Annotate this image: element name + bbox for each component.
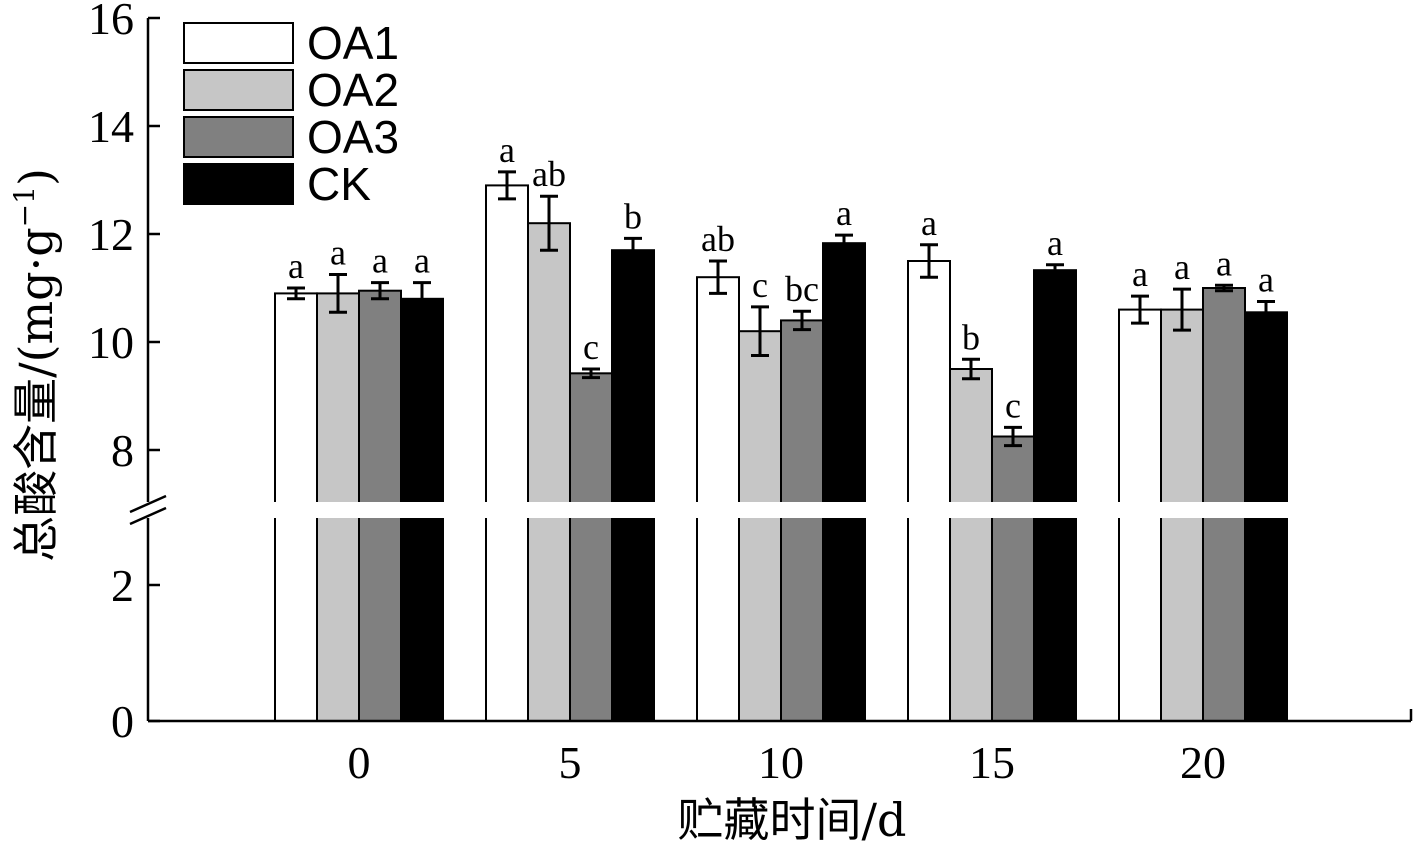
axis-break-gap — [144, 502, 1417, 518]
y-tick-label: 0 — [111, 696, 134, 747]
bar-ck-day-15 — [1033, 269, 1077, 722]
y-axis-title-main: 总酸含量/(mg·g — [9, 227, 63, 562]
significance-letter: a — [414, 241, 430, 281]
significance-letter: ab — [701, 219, 735, 259]
legend-swatch-oa2 — [183, 69, 294, 111]
significance-letter: a — [921, 203, 937, 243]
legend-label-oa1: OA1 — [307, 17, 399, 69]
significance-letter: a — [1132, 254, 1148, 294]
x-tick-label: 5 — [559, 737, 582, 788]
bar-ck-day-5 — [611, 249, 655, 722]
axis-break-mark — [129, 494, 167, 514]
axis-break-mark — [129, 506, 167, 526]
x-tick-label: 10 — [758, 737, 804, 788]
legend-label-oa3: OA3 — [307, 111, 399, 163]
significance-letter: ab — [532, 154, 566, 194]
legend-label-ck: CK — [307, 158, 371, 210]
bar-oa2-day-15 — [949, 368, 993, 722]
legend-swatch-oa3 — [183, 116, 294, 158]
y-axis-title-superscript: −1 — [8, 186, 41, 227]
y-tick-label: 14 — [88, 101, 134, 152]
significance-letter: c — [1005, 385, 1021, 425]
y-tick-label: 8 — [111, 425, 134, 476]
significance-letter: a — [288, 246, 304, 286]
x-tick-label: 15 — [969, 737, 1015, 788]
significance-letter: a — [1047, 223, 1063, 263]
bar-oa3-day-10 — [780, 319, 824, 722]
x-axis-title: 贮藏时间/d — [678, 793, 907, 847]
x-tick-label: 0 — [348, 737, 371, 788]
significance-letter: bc — [785, 269, 819, 309]
significance-letter: a — [1216, 243, 1232, 283]
legend-swatch-ck — [183, 163, 294, 205]
bar-oa3-day-5 — [569, 372, 613, 722]
bar-oa1-day-10 — [696, 276, 740, 722]
bar-oa1-day-5 — [485, 184, 529, 722]
significance-letter: b — [624, 196, 642, 236]
significance-letter: a — [1258, 260, 1274, 300]
legend-swatch-oa1 — [183, 22, 294, 64]
significance-letter: a — [330, 233, 346, 273]
bar-oa2-day-5 — [527, 222, 571, 722]
y-tick-label: 16 — [88, 0, 134, 44]
legend-label-oa2: OA2 — [307, 64, 399, 116]
bar-oa3-day-15 — [991, 435, 1035, 722]
x-tick-label: 20 — [1180, 737, 1226, 788]
y-axis-title-close: ) — [9, 168, 63, 186]
y-tick-label: 2 — [111, 560, 134, 611]
y-axis-title: 总酸含量/(mg·g−1) — [8, 168, 63, 562]
axes-layer: 0 2 8 10 12 14 16 0 5 10 15 20 — [88, 0, 1417, 788]
significance-letter: a — [1174, 247, 1190, 287]
significance-letter: c — [752, 265, 768, 305]
significance-letter: a — [499, 130, 515, 170]
y-tick-label: 12 — [88, 209, 134, 260]
bar-oa2-day-10 — [738, 330, 782, 722]
significance-letter: a — [836, 193, 852, 233]
y-tick-label: 10 — [88, 317, 134, 368]
significance-letter: c — [583, 327, 599, 367]
significance-letter: b — [962, 317, 980, 357]
bar-ck-day-10 — [822, 242, 866, 722]
significance-letter: a — [372, 241, 388, 281]
bar-oa1-day-15 — [907, 260, 951, 722]
